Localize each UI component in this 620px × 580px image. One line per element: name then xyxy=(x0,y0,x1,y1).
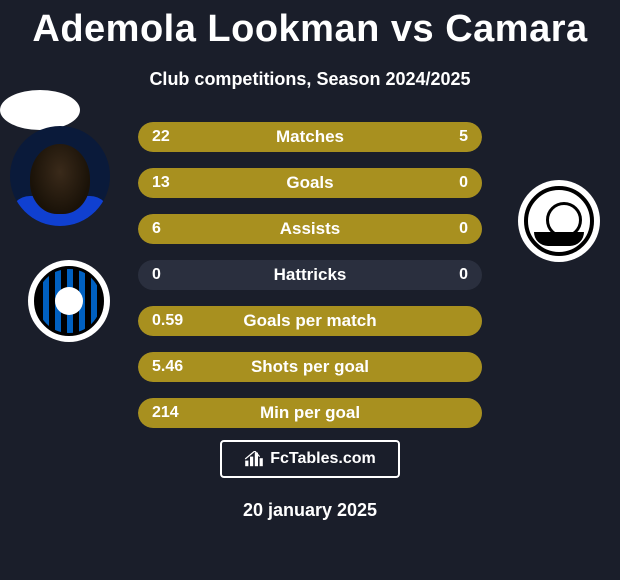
atalanta-badge-icon xyxy=(34,266,104,336)
stat-row: 60Assists xyxy=(138,214,482,244)
brand-text: FcTables.com xyxy=(270,450,376,468)
chart-icon xyxy=(244,451,264,467)
stat-row: 225Matches xyxy=(138,122,482,152)
stat-label: Shots per goal xyxy=(138,352,482,382)
page-subtitle: Club competitions, Season 2024/2025 xyxy=(0,69,620,90)
stat-row: 130Goals xyxy=(138,168,482,198)
club-badge-left xyxy=(28,260,110,342)
stat-label: Matches xyxy=(138,122,482,152)
club-badge-right xyxy=(518,180,600,262)
player-left-face xyxy=(30,144,90,214)
footer-date: 20 january 2025 xyxy=(0,500,620,521)
stat-label: Goals xyxy=(138,168,482,198)
stat-label: Goals per match xyxy=(138,306,482,336)
stat-label: Hattricks xyxy=(138,260,482,290)
stats-container: 225Matches 130Goals 60Assists 00Hattricks 0.… xyxy=(138,122,482,444)
stat-row: 5.46Shots per goal xyxy=(138,352,482,382)
sturm-graz-badge-icon xyxy=(524,186,594,256)
stat-label: Min per goal xyxy=(138,398,482,428)
player-left-photo xyxy=(10,126,110,226)
player-right-photo xyxy=(0,90,80,130)
stat-row: 0.59Goals per match xyxy=(138,306,482,336)
stat-row: 214Min per goal xyxy=(138,398,482,428)
stat-row: 00Hattricks xyxy=(138,260,482,290)
stat-label: Assists xyxy=(138,214,482,244)
brand-badge: FcTables.com xyxy=(220,440,400,478)
page-title: Ademola Lookman vs Camara xyxy=(0,0,620,51)
